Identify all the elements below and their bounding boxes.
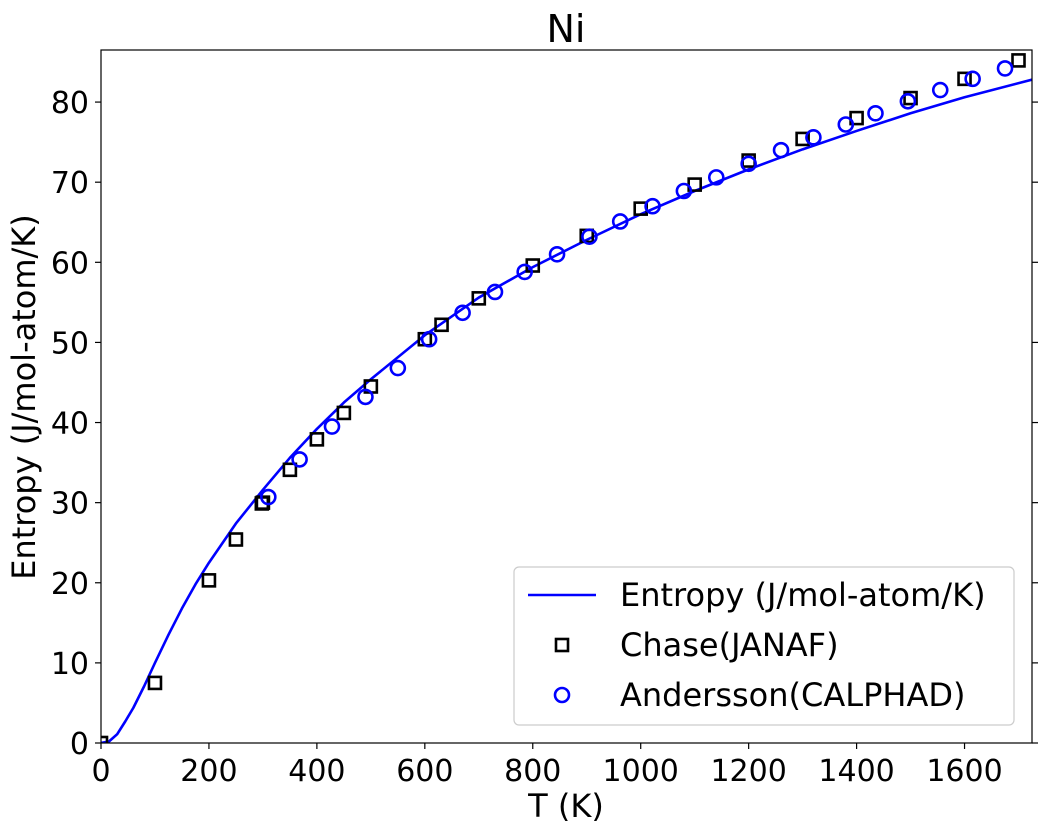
x-tick-label: 1000 bbox=[603, 754, 679, 789]
chase-point bbox=[957, 71, 972, 87]
x-tick-label: 200 bbox=[180, 754, 237, 789]
andersson-point bbox=[611, 213, 629, 230]
x-tick-label: 1200 bbox=[710, 754, 786, 789]
andersson-point bbox=[454, 304, 471, 322]
andersson-point bbox=[420, 330, 438, 348]
andersson-point bbox=[772, 141, 790, 159]
chase-point bbox=[1011, 53, 1026, 68]
legend-box bbox=[513, 566, 1015, 726]
y-tick-label: 0 bbox=[70, 727, 89, 762]
andersson-point bbox=[899, 92, 917, 110]
legend-label-chase: Chase(JANAF) bbox=[620, 626, 839, 664]
chase-point bbox=[336, 405, 352, 421]
legend-square-swatch bbox=[554, 637, 570, 653]
andersson-point bbox=[548, 245, 566, 263]
x-axis-label: T (K) bbox=[527, 787, 604, 825]
andersson-point bbox=[964, 70, 981, 88]
x-tick-label: 0 bbox=[91, 754, 110, 789]
y-tick-label: 10 bbox=[51, 647, 89, 682]
legend-label-andersson: Andersson(CALPHAD) bbox=[620, 676, 965, 714]
chase-point bbox=[201, 573, 217, 588]
andersson-point bbox=[805, 129, 822, 146]
chase-point bbox=[471, 291, 487, 306]
andersson-point bbox=[516, 263, 533, 281]
y-axis-label: Entropy (J/mol-atom/K) bbox=[5, 214, 43, 580]
andersson-point bbox=[707, 169, 725, 186]
andersson-point bbox=[260, 488, 277, 506]
chase-point bbox=[228, 532, 244, 547]
andersson-point bbox=[837, 116, 855, 133]
plot-area bbox=[101, 53, 1032, 743]
y-tick-label: 40 bbox=[51, 407, 89, 442]
andersson-point bbox=[675, 182, 693, 200]
chart-title: Ni bbox=[547, 7, 586, 51]
y-tick-label: 50 bbox=[51, 326, 89, 361]
andersson-point bbox=[740, 155, 757, 173]
x-tick-label: 600 bbox=[396, 754, 453, 789]
x-tick-label: 1600 bbox=[926, 754, 1002, 789]
legend: Entropy (J/mol-atom/K) Chase(JANAF) Anders… bbox=[513, 566, 1015, 726]
chase-point bbox=[309, 432, 325, 447]
y-tick-label: 80 bbox=[51, 86, 89, 121]
andersson-point bbox=[389, 359, 407, 377]
chase-point bbox=[255, 495, 271, 510]
andersson-point bbox=[323, 418, 341, 435]
andersson-point bbox=[931, 81, 949, 99]
andersson-point bbox=[644, 197, 661, 215]
andersson-point bbox=[581, 228, 598, 245]
chase-point bbox=[903, 90, 918, 106]
x-tick-label: 800 bbox=[504, 754, 561, 789]
chase-point bbox=[147, 675, 163, 691]
y-tick-label: 70 bbox=[51, 166, 89, 201]
legend-label-entropy: Entropy (J/mol-atom/K) bbox=[620, 576, 986, 614]
andersson-point bbox=[357, 388, 374, 406]
chase-point bbox=[434, 317, 449, 333]
andersson-point bbox=[486, 283, 504, 301]
y-tick-label: 60 bbox=[51, 246, 89, 281]
entropy-curve bbox=[101, 78, 1032, 743]
y-tick-label: 20 bbox=[51, 567, 89, 602]
axes: 0 200 400 600 800 1000 1200 1400 1600 0 10 20 30 40 50… bbox=[51, 49, 1038, 789]
x-tick-label: 400 bbox=[288, 754, 345, 789]
y-tick-label: 30 bbox=[51, 487, 89, 522]
andersson-point bbox=[291, 451, 308, 468]
legend-circle-swatch bbox=[553, 686, 571, 704]
andersson-point bbox=[867, 104, 884, 122]
chase-point bbox=[795, 131, 810, 147]
andersson-point bbox=[996, 60, 1014, 77]
x-tick-label: 1400 bbox=[818, 754, 894, 789]
chase-point bbox=[282, 462, 298, 478]
plot-frame bbox=[100, 49, 1033, 744]
